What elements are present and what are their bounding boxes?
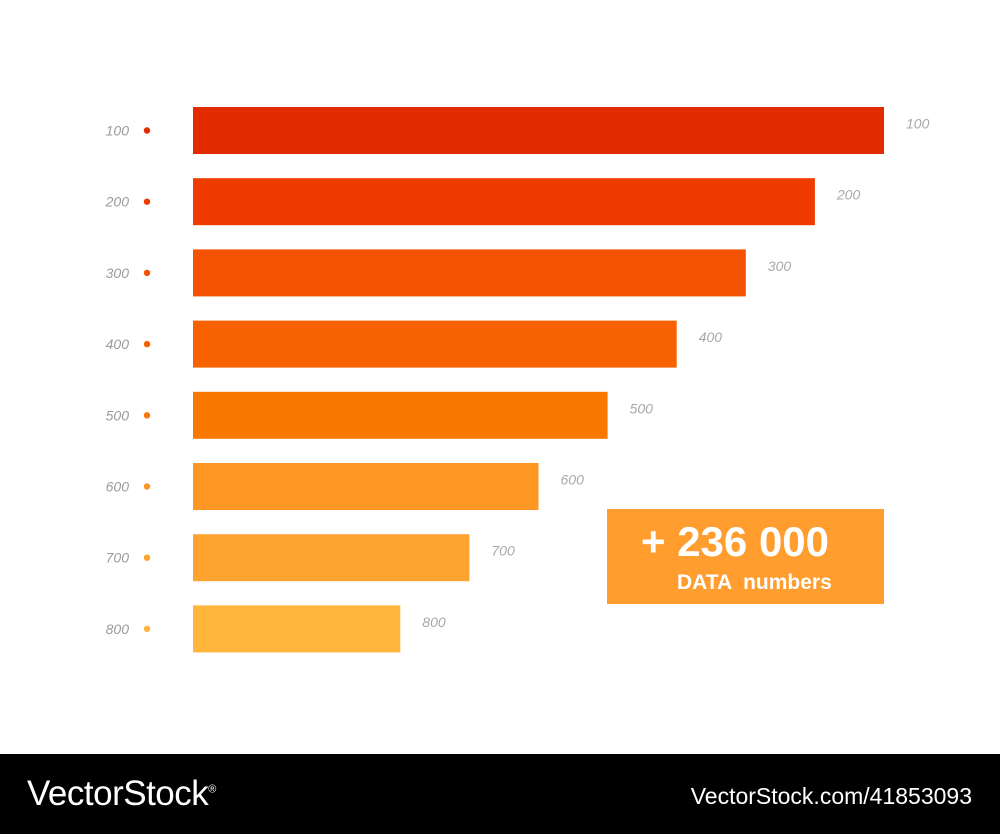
bar [193,463,539,510]
bar-chart: 100 100 200 200 300 300 400 400 500 500 600 600 700 7… [105,107,930,653]
footer-bar: VectorStock® VectorStock.com/41853093 [0,754,1000,834]
bar [193,320,677,368]
bar [193,249,746,297]
brand-logo: VectorStock® [27,774,216,814]
tick-label: 100 [106,123,130,139]
value-label: 400 [699,329,723,345]
bar [193,107,884,154]
tick-label: 800 [106,621,130,637]
bullet-dot [143,554,151,561]
bar [193,178,815,226]
tick-label: 200 [105,194,130,210]
image-id: VectorStock.com/41853093 [690,783,972,809]
callout-number: + 236 000 [641,518,830,565]
trademark-symbol: ® [208,783,216,796]
value-label: 800 [422,614,446,630]
value-label: 200 [836,187,861,203]
brand-name: VectorStock [27,774,209,813]
value-label: 100 [906,116,930,132]
tick-label: 700 [106,550,130,566]
bullet-dot [143,127,151,134]
tick-label: 400 [106,336,130,352]
tick-label: 600 [106,479,130,495]
bullet-dot [143,625,151,633]
value-label: 300 [768,258,792,274]
bullet-dot [143,483,151,490]
bullet-dot [143,198,151,205]
value-label: 500 [630,400,654,416]
bullet-dot [143,269,151,277]
bar [193,605,401,653]
callout-caption: DATA numbers [677,571,832,594]
value-label: 700 [491,543,515,559]
tick-label: 500 [106,407,130,423]
bullet-dot [143,340,151,348]
bullet-dot [143,412,151,419]
bar [193,391,608,439]
value-label: 600 [561,472,585,488]
tick-label: 300 [106,265,130,281]
bars: 100 100 200 200 300 300 400 400 500 500 600 600 700 7… [105,107,930,653]
summary-callout: + 236 000 DATA numbers [607,509,884,604]
bar [193,534,470,582]
